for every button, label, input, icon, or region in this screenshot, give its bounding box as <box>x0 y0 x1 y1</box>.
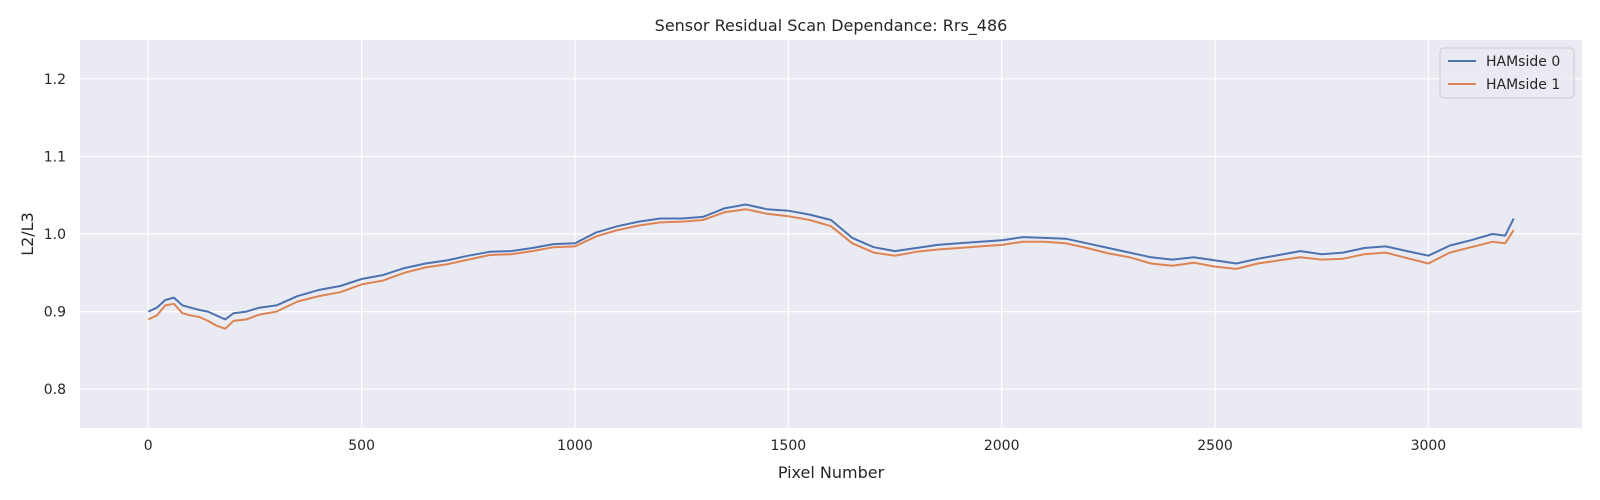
y-axis-label: L2/L3 <box>18 212 37 256</box>
x-tick-label: 2000 <box>984 438 1020 454</box>
y-axis-ticks: 0.8 0.9 1.0 1.1 1.2 <box>44 72 66 398</box>
legend-label-0: HAMside 0 <box>1486 54 1560 70</box>
x-axis-label: Pixel Number <box>778 463 885 482</box>
y-tick-label: 1.0 <box>44 227 66 243</box>
x-tick-label: 3000 <box>1411 438 1447 454</box>
x-tick-label: 1500 <box>771 438 807 454</box>
series-line-1 <box>147 208 1515 330</box>
legend: HAMside 0 HAMside 1 <box>1439 47 1575 99</box>
series-line-0 <box>147 203 1515 321</box>
series-lines <box>147 203 1515 330</box>
x-axis-ticks: 0 500 1000 1500 2000 2500 3000 <box>144 438 1446 454</box>
y-tick-label: 0.9 <box>44 305 66 321</box>
x-tick-label: 1000 <box>557 438 593 454</box>
legend-label-1: HAMside 1 <box>1486 77 1560 93</box>
x-tick-label: 2500 <box>1197 438 1233 454</box>
x-tick-label: 500 <box>348 438 375 454</box>
y-tick-label: 1.2 <box>44 72 66 88</box>
chart-title: Sensor Residual Scan Dependance: Rrs_486 <box>655 16 1008 36</box>
x-tick-label: 0 <box>144 438 153 454</box>
y-tick-label: 0.8 <box>44 382 66 398</box>
y-tick-label: 1.1 <box>44 149 66 165</box>
grid-lines <box>80 40 1582 428</box>
